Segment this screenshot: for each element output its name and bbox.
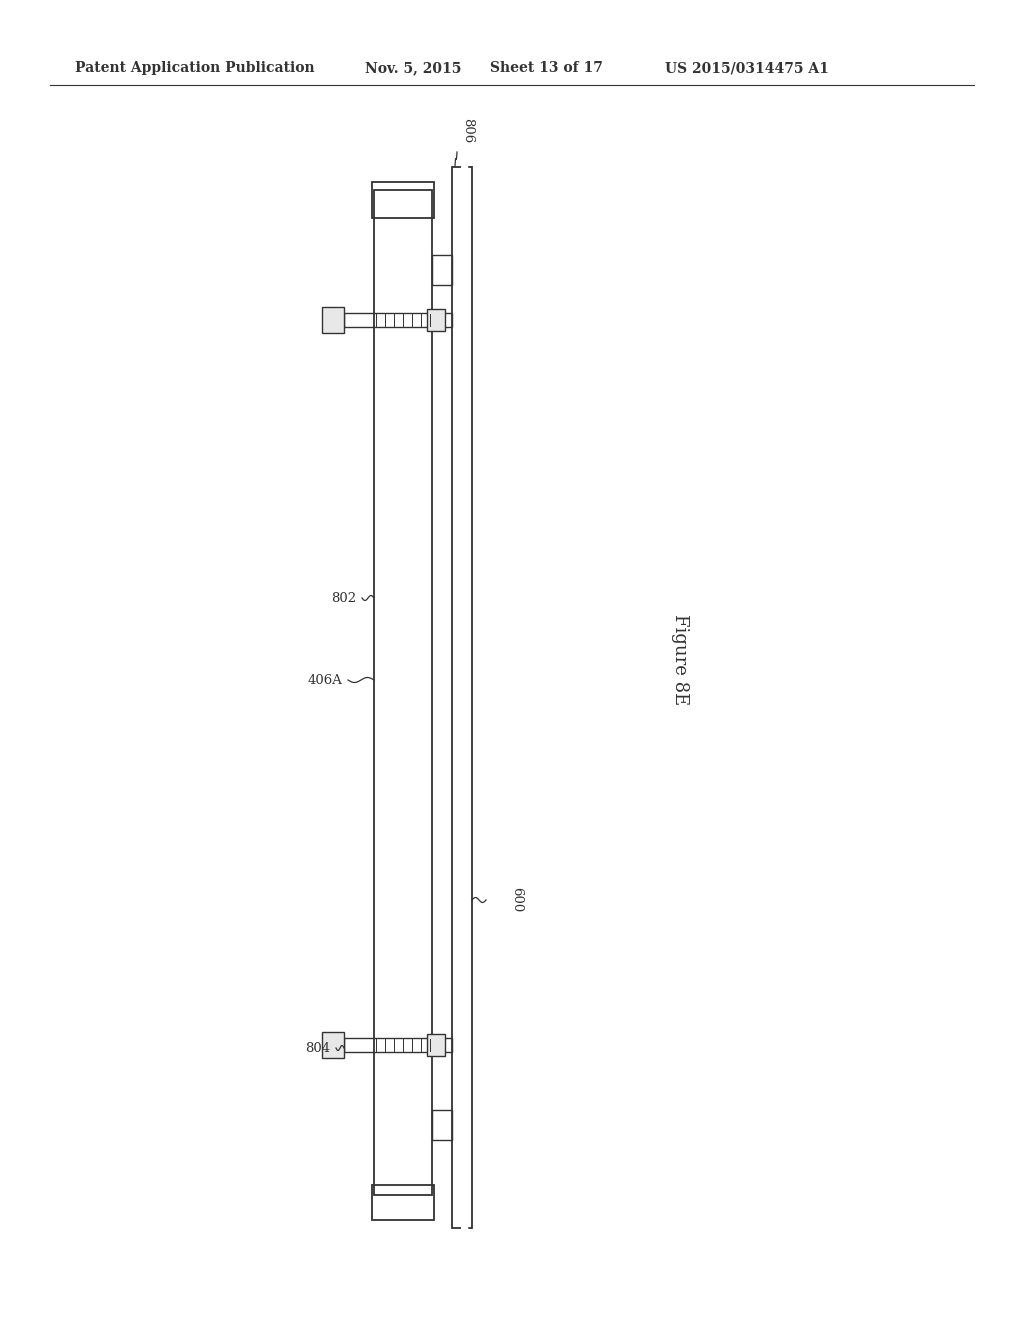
Text: Sheet 13 of 17: Sheet 13 of 17 (490, 61, 603, 75)
Bar (372, 1185, 434, 1220)
Bar (432, 1110, 452, 1140)
Bar (432, 255, 452, 285)
Bar (372, 182, 434, 218)
Bar (374, 190, 432, 1195)
Bar (427, 1034, 445, 1056)
Text: Patent Application Publication: Patent Application Publication (75, 61, 314, 75)
Text: US 2015/0314475 A1: US 2015/0314475 A1 (665, 61, 828, 75)
Bar (344, 1038, 452, 1052)
Bar (322, 1032, 344, 1059)
Bar (322, 308, 344, 333)
Text: 802: 802 (331, 591, 356, 605)
Text: 806: 806 (462, 117, 474, 143)
Text: 804: 804 (305, 1041, 330, 1055)
Bar (427, 309, 445, 331)
Text: Nov. 5, 2015: Nov. 5, 2015 (365, 61, 462, 75)
Text: Figure 8E: Figure 8E (671, 614, 689, 706)
Text: 406A: 406A (307, 673, 342, 686)
Bar (344, 313, 452, 327)
Text: 600: 600 (510, 887, 523, 912)
